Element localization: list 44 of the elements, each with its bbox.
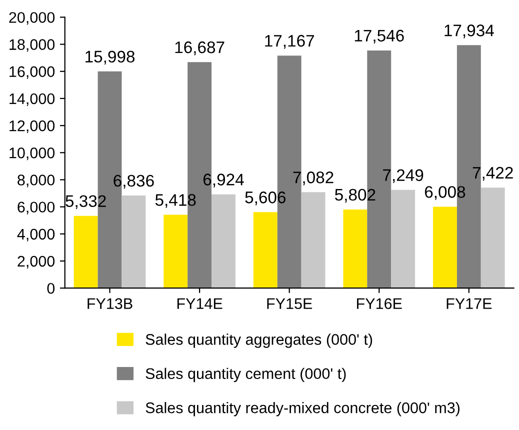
y-tick-label: 10,000	[10, 148, 55, 160]
data-label: 5,606	[245, 192, 286, 206]
x-tick-label: FY13B	[88, 298, 132, 310]
bar	[74, 216, 98, 288]
bar	[164, 214, 188, 288]
legend-label: Sales quantity aggregates (000' t)	[146, 334, 372, 348]
data-label: 5,802	[335, 188, 376, 203]
bar	[212, 194, 236, 288]
legend-label: Sales quantity cement (000' t)	[146, 368, 346, 382]
y-tick-label: 6,000	[18, 202, 55, 214]
data-label: 17,546	[354, 30, 404, 44]
data-label: 7,082	[293, 172, 334, 186]
y-tick-label: 14,000	[10, 93, 55, 106]
data-label: 7,422	[472, 166, 513, 181]
y-tick-label: 16,000	[10, 66, 55, 79]
data-label: 6,836	[114, 174, 154, 189]
y-tick-label: 18,000	[10, 39, 55, 52]
y-tick-label: 4,000	[17, 228, 55, 242]
y-tick-label: 20,000	[9, 12, 55, 25]
bar	[343, 210, 368, 288]
x-tick-label: FY17E	[446, 298, 492, 309]
data-label: 5,418	[155, 194, 196, 208]
y-tick-label: 12,000	[10, 120, 55, 134]
y-tick-label: 8,000	[18, 174, 55, 188]
data-label: 15,998	[86, 50, 135, 65]
bar	[433, 206, 457, 288]
data-label: 16,687	[175, 41, 224, 56]
data-label: 17,934	[444, 24, 494, 38]
bar	[301, 192, 326, 288]
data-label: 17,167	[265, 34, 314, 49]
data-label: 6,008	[424, 186, 466, 200]
data-label: 6,924	[203, 174, 244, 188]
y-tick-label: 0	[47, 282, 55, 294]
bar	[253, 212, 278, 288]
x-tick-label: FY14E	[177, 298, 222, 309]
data-label: 5,332	[66, 195, 106, 209]
bar	[391, 190, 416, 288]
bar	[480, 188, 505, 288]
x-tick-label: FY15E	[267, 298, 312, 310]
bar	[122, 196, 146, 288]
x-tick-label: FY16E	[357, 298, 402, 310]
legend-label: Sales quantity ready-mixed concrete (000' m3)	[146, 402, 460, 416]
data-label: 7,249	[383, 169, 424, 184]
y-tick-label: 2,000	[18, 256, 55, 268]
